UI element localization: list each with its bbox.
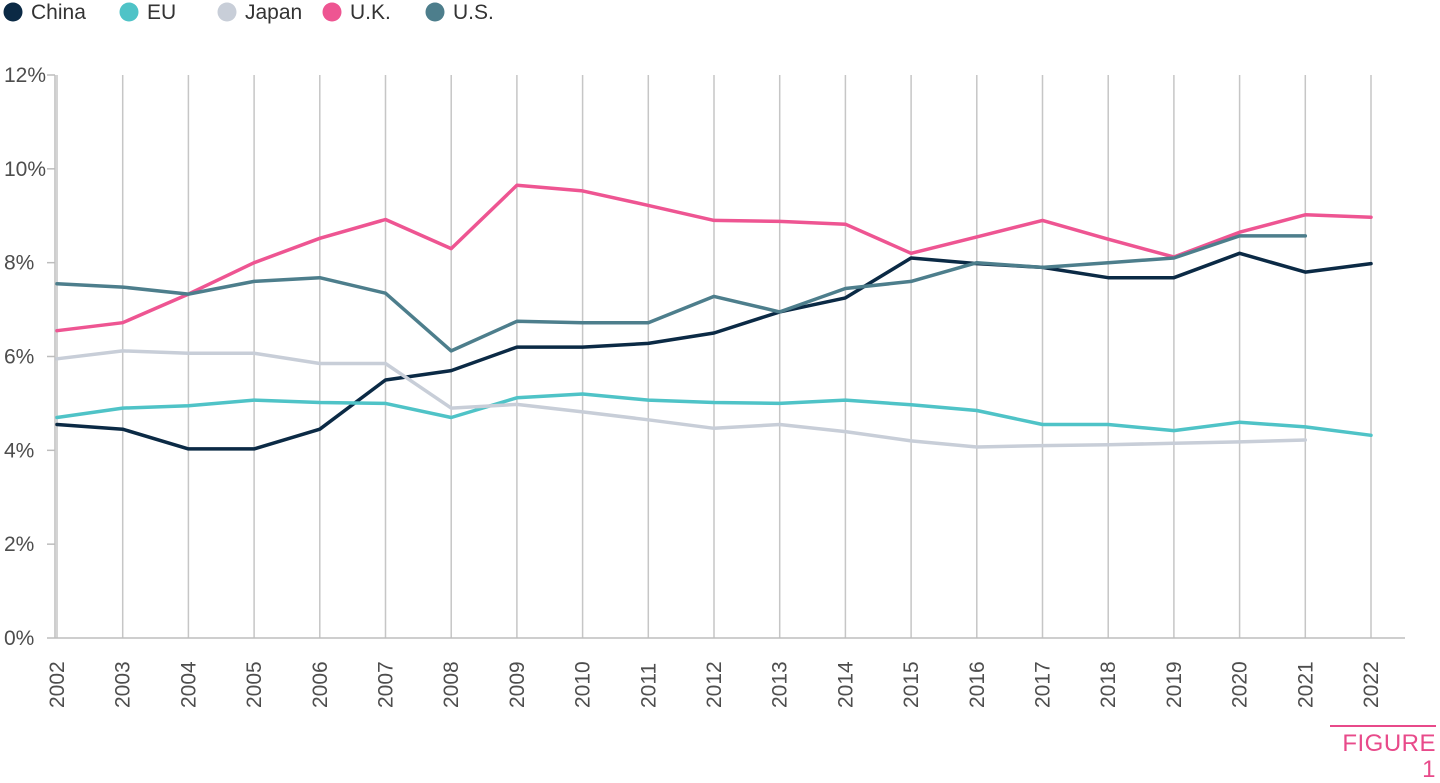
x-tick-label: 2003: [112, 661, 135, 708]
x-tick-label: 2010: [572, 661, 595, 708]
legend-swatch: [217, 2, 237, 22]
y-tick-label: 6%: [4, 346, 34, 369]
series-line: [55, 183, 1373, 333]
legend-label: Japan: [245, 1, 302, 24]
y-tick-label: 2%: [4, 533, 34, 556]
x-tick-label: 2015: [900, 661, 923, 708]
figure-label: FIGURE 1: [1330, 725, 1436, 783]
legend: China EU Japan U.K. U.S.: [3, 1, 494, 24]
legend-swatch: [119, 2, 139, 22]
x-tick-label: 2004: [177, 661, 200, 708]
y-tick-label: 4%: [4, 439, 34, 462]
x-tick-label: 2009: [506, 661, 529, 708]
x-tick-label: 2013: [769, 661, 792, 708]
series-lines: [55, 183, 1373, 451]
x-tick-label: 2017: [1032, 661, 1055, 708]
y-tick-label: 12%: [4, 64, 46, 87]
legend-swatch: [322, 2, 342, 22]
x-tick-label: 2020: [1229, 661, 1252, 708]
legend-swatch: [3, 2, 23, 22]
x-tick-label: 2012: [703, 661, 726, 708]
grid: [56, 75, 1372, 638]
x-tick-label: 2018: [1097, 661, 1120, 708]
legend-label: EU: [147, 1, 176, 24]
x-tick-label: 2021: [1294, 661, 1317, 708]
series-line: [55, 392, 1373, 438]
y-tick-label: 8%: [4, 252, 34, 275]
x-tick-label: 2007: [375, 661, 398, 708]
x-tick-label: 2006: [309, 661, 332, 708]
legend-label: U.S.: [453, 1, 494, 24]
legend-label: China: [31, 1, 86, 24]
x-tick-label: 2011: [637, 663, 660, 708]
series-line: [55, 349, 1308, 449]
legend-label: U.K.: [350, 1, 391, 24]
y-tick-label: 0%: [4, 627, 34, 650]
x-tick-label: 2022: [1360, 661, 1383, 708]
x-tick-label: 2019: [1163, 661, 1186, 708]
x-tick-label: 2008: [440, 661, 463, 708]
legend-swatch: [425, 2, 445, 22]
y-tick-label: 10%: [4, 158, 46, 181]
x-tick-label: 2002: [46, 661, 69, 708]
x-tick-label: 2005: [243, 661, 266, 708]
axes: 0% 2% 4% 6% 8% 10% 12% 2002 2003 2004 2005 2006 2007…: [4, 64, 1405, 708]
x-tick-label: 2016: [966, 661, 989, 708]
x-tick-label: 2014: [834, 661, 857, 708]
series-line: [55, 251, 1373, 451]
series-line: [55, 234, 1308, 353]
